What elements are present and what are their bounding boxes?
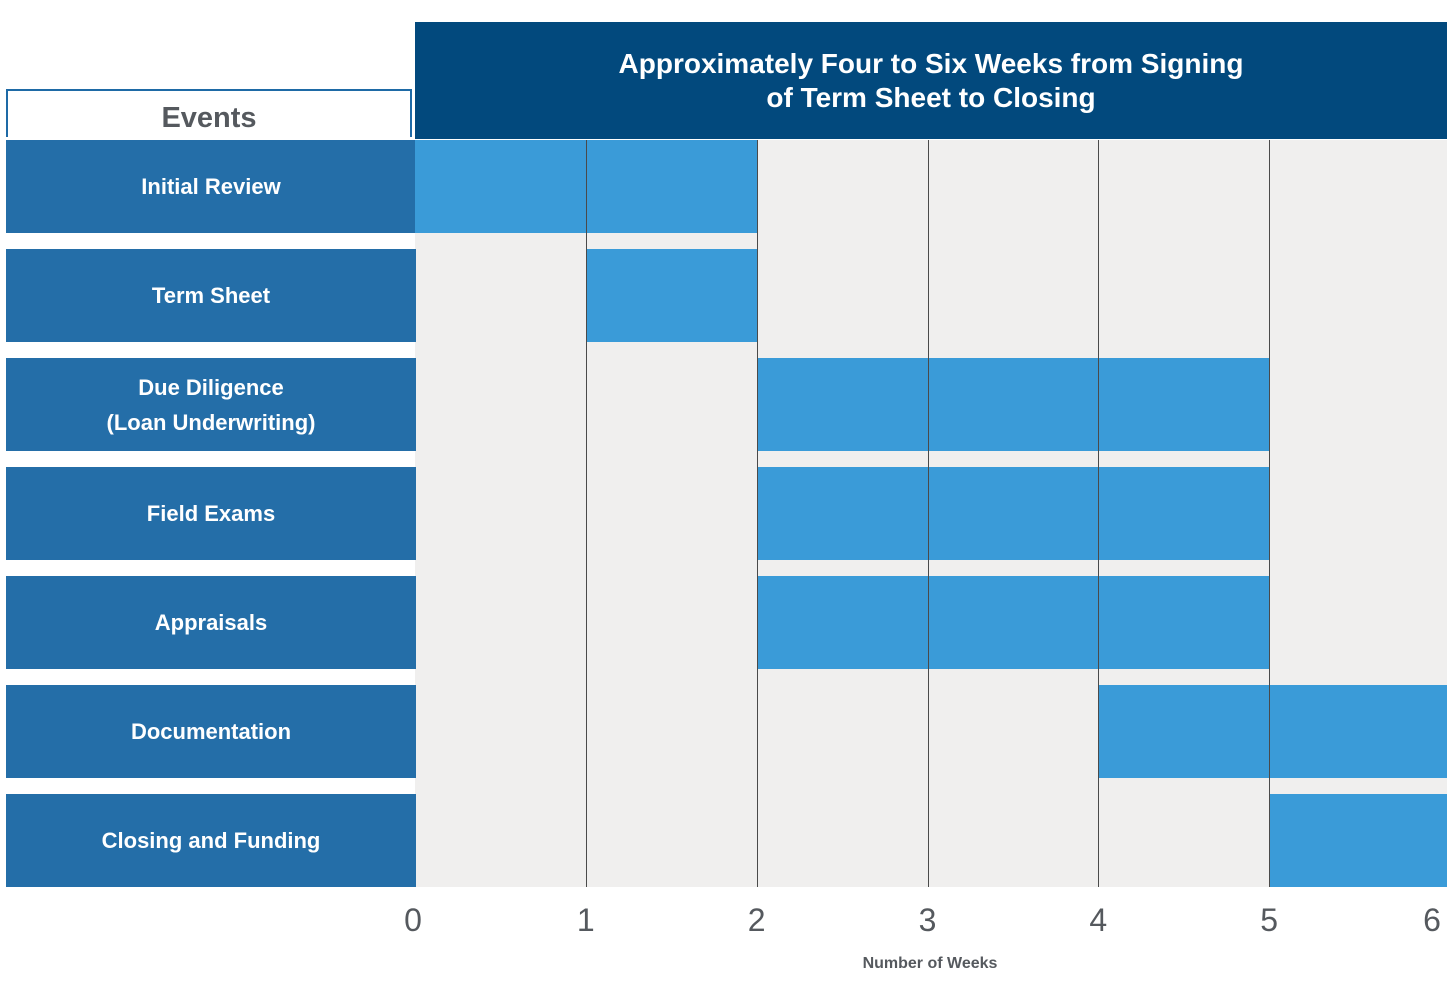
event-label: Documentation — [6, 685, 416, 778]
event-label-line: Closing and Funding — [101, 828, 321, 853]
event-label: Closing and Funding — [6, 794, 416, 887]
event-label-line: Due Diligence — [138, 374, 284, 400]
x-axis-label: Number of Weeks — [862, 955, 998, 972]
x-tick-label: 0 — [404, 902, 422, 938]
x-tick-label: 2 — [747, 902, 766, 938]
event-label: Initial Review — [6, 140, 416, 233]
event-label: Due Diligence (Loan Underwriting) — [6, 358, 416, 451]
event-label-line: Term Sheet — [151, 283, 271, 308]
x-tick-label: 3 — [918, 902, 937, 938]
events-column-header: Events — [6, 89, 412, 137]
gridline-week-1-overlay — [586, 140, 587, 887]
event-label-line: Appraisals — [154, 610, 268, 635]
x-tick-label: 4 — [1089, 902, 1108, 938]
gridline-week-2-overlay — [757, 140, 758, 887]
gantt-bar — [1098, 685, 1447, 778]
event-label: Appraisals — [6, 576, 416, 669]
x-tick-label: 1 — [576, 902, 595, 938]
event-label: Field Exams — [6, 467, 416, 560]
event-label-line: (Loan Underwriting) — [106, 409, 316, 435]
gridline-week-3-overlay — [928, 140, 929, 887]
gantt-bar — [756, 467, 1271, 560]
event-label-line: Field Exams — [146, 501, 276, 526]
gantt-bar — [585, 249, 758, 342]
event-label-line: Initial Review — [141, 174, 281, 199]
event-label: Term Sheet — [6, 249, 416, 342]
gridline-week-5-overlay — [1269, 140, 1270, 887]
gantt-bar — [1269, 794, 1447, 887]
gridline-week-4-overlay — [1098, 140, 1099, 887]
x-tick-label: 5 — [1260, 902, 1279, 938]
chart-title: Approximately Four to Six Weeks from Sig… — [415, 22, 1447, 139]
chart-title-line-1: Approximately Four to Six Weeks from Sig… — [618, 47, 1244, 79]
x-tick-label: 6 — [1423, 902, 1441, 938]
gantt-bar — [756, 358, 1271, 451]
chart-title-line-2: of Term Sheet to Closing — [766, 81, 1096, 113]
gantt-bar — [756, 576, 1271, 669]
event-label-line: Documentation — [130, 719, 292, 744]
